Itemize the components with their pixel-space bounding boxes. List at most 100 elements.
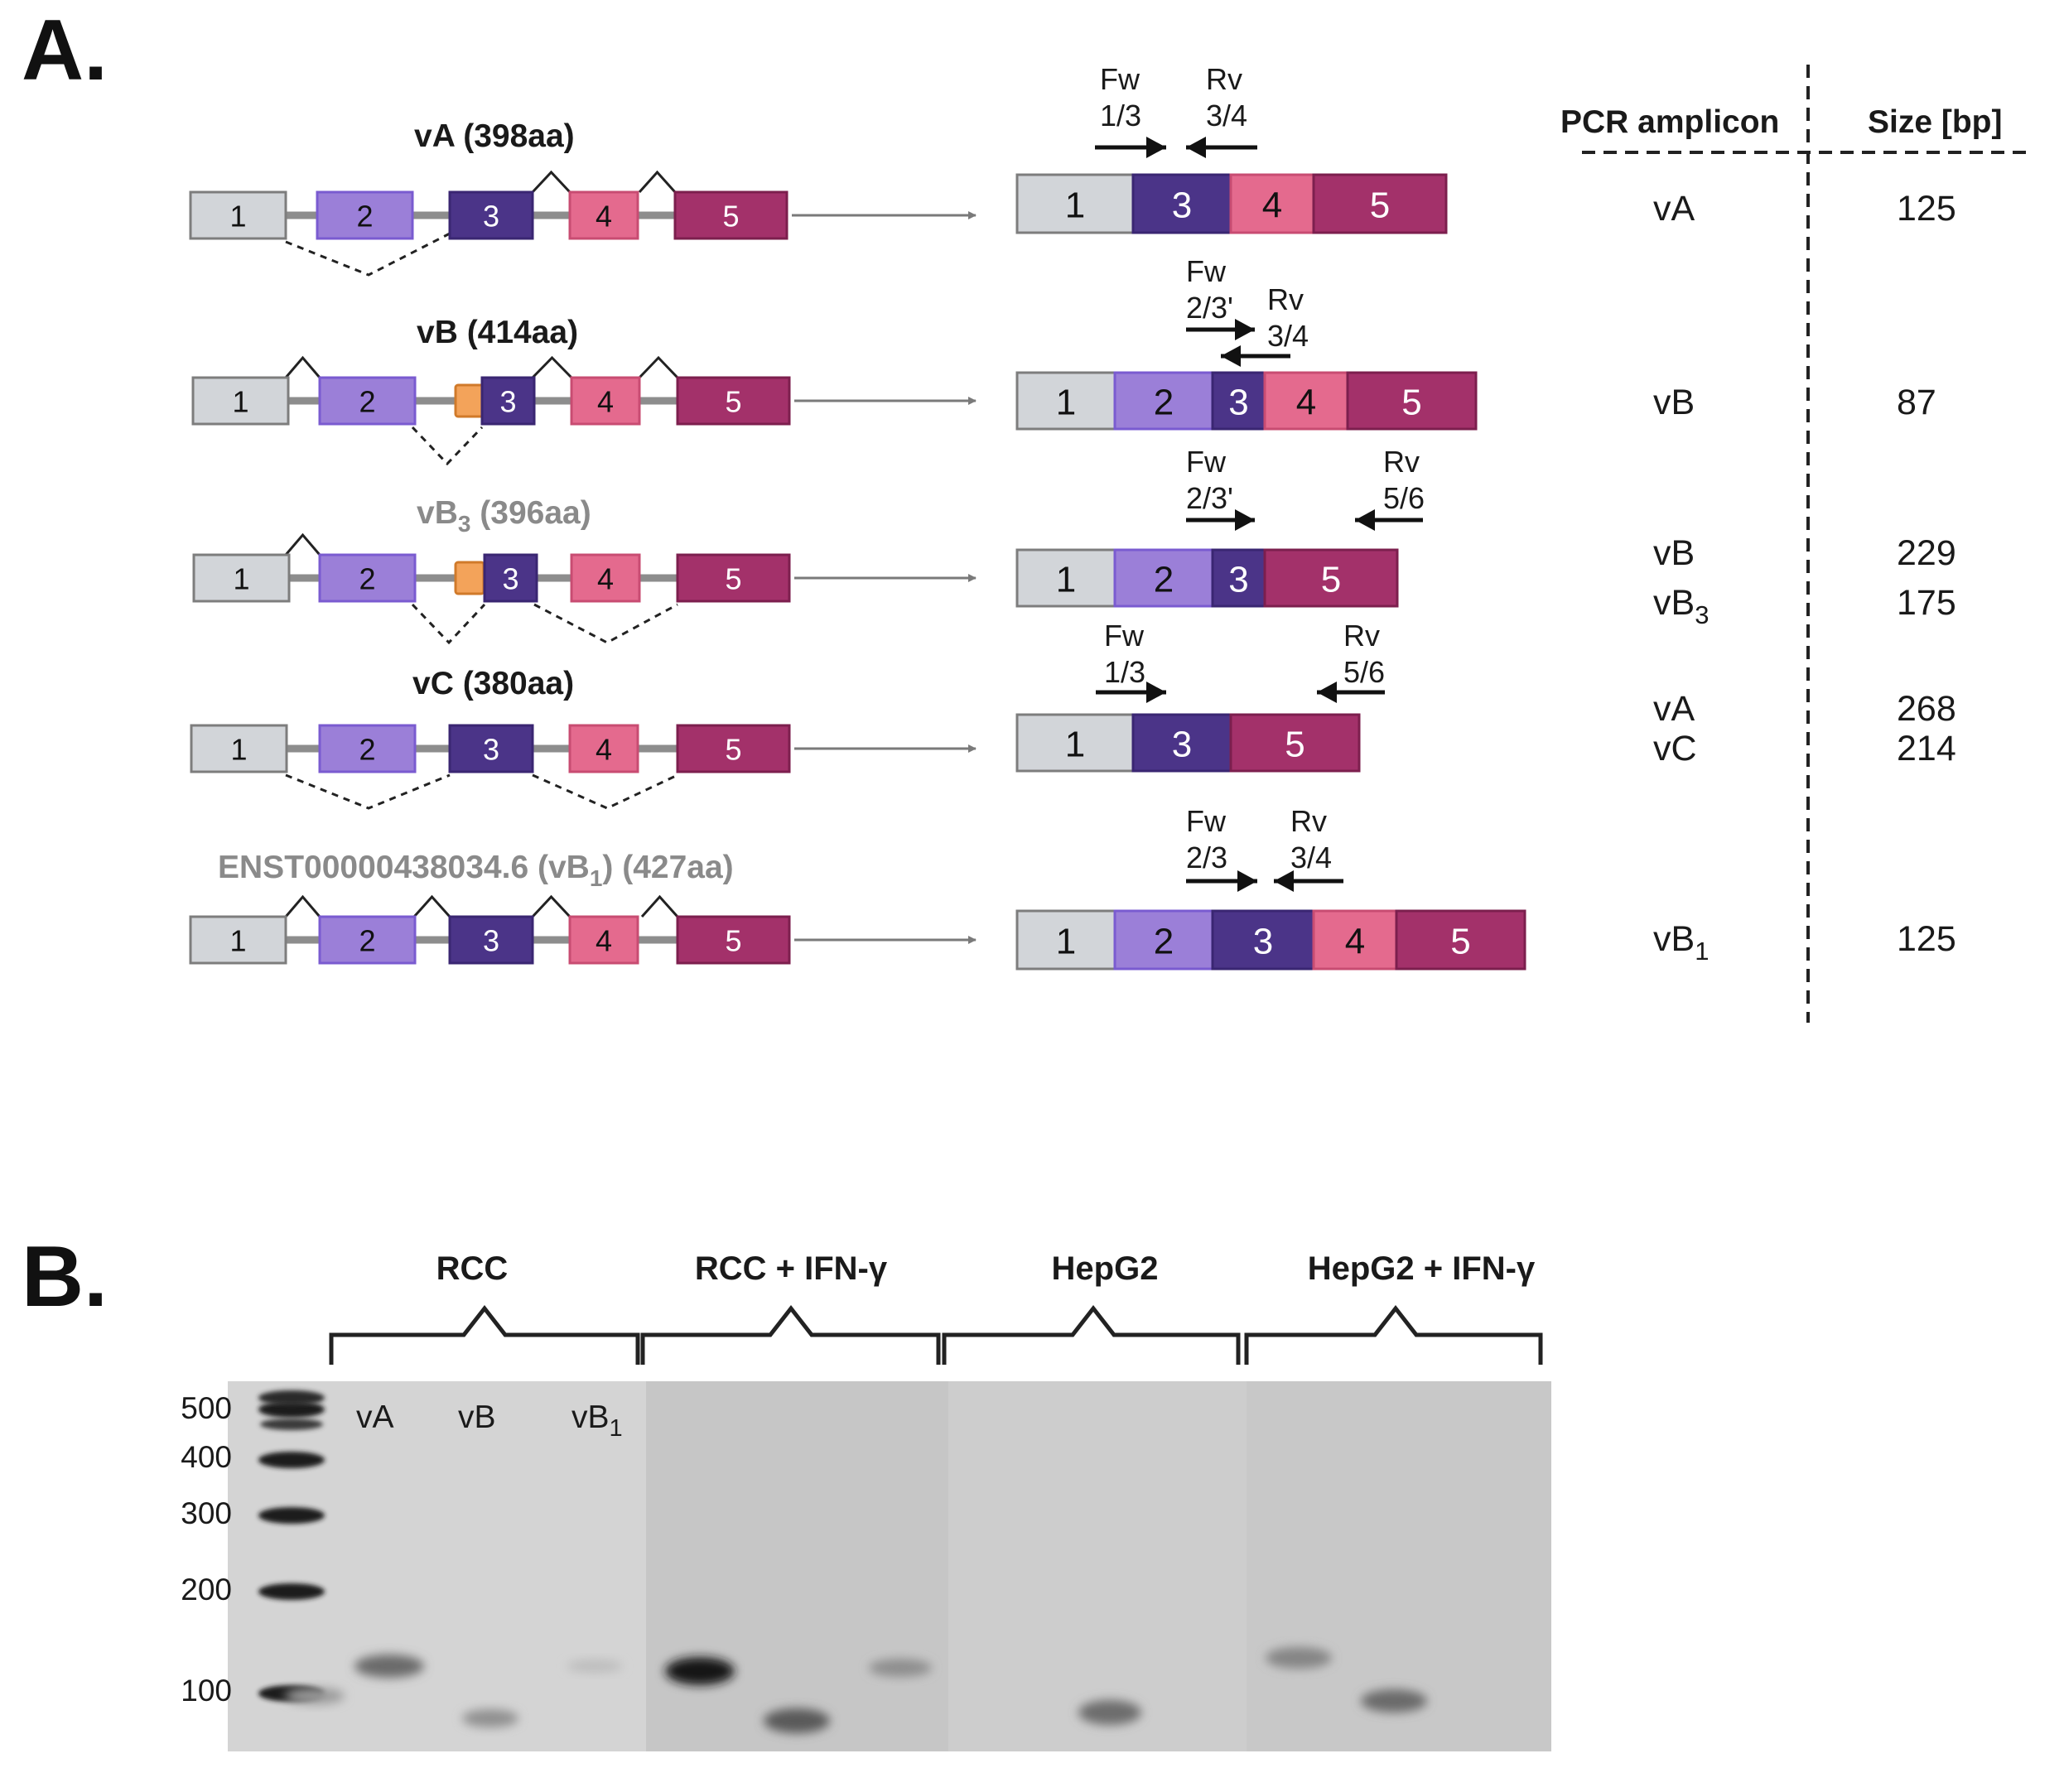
splice-junction-up [531,894,571,918]
forward-primer-3: Fw2/3' [1186,445,1255,531]
mrna-exon-5 [1346,371,1478,431]
mrna-exon-3-label: 3 [1228,560,1248,600]
exon-3-label: 3 [483,924,499,958]
gene-structure-3: 1 2 3 4 5 [192,532,977,645]
mrna-4: 1 3 5 [1015,713,1361,773]
splice-skip-dashed [285,232,451,277]
alternative-exon [454,561,485,595]
exon-1-label: 1 [232,385,248,419]
mrna-3: 1 2 3 5 [1015,548,1399,608]
primer-arrowhead [1274,870,1294,892]
mrna-exon-1-label: 1 [1056,922,1076,962]
exon-3 [448,190,534,240]
mrna-transcripts: 1 3 4 5 1 2 3 4 5 1 2 3 5 1 3 5 1 2 3 4 5 [1015,173,1526,971]
ladder-label: 200 [181,1573,232,1607]
mrna-exon-5-label: 5 [1401,383,1421,423]
lane-label-va: vA [356,1399,394,1435]
panel-b-letter: B. [22,1229,108,1325]
exon-4-label: 4 [596,200,612,234]
exon-1-label: 1 [230,733,247,767]
table-row: vB3 175 [1653,583,1956,629]
exon-4 [568,915,639,965]
mrna-exon-5-label: 5 [1370,185,1390,226]
table-row: vA 268 [1653,689,1956,729]
gel-band [665,1657,735,1685]
exon-3-label: 3 [502,562,518,596]
exon-4 [568,190,639,240]
mrna-5: 1 2 3 4 5 [1015,909,1526,971]
mrna-exon-3 [1131,173,1232,234]
mrna-exon-1 [1015,173,1135,234]
brace-rcc-ifn [640,1304,941,1365]
gene-structures: 1 2 3 4 5 1 2 3 4 5 1 2 3 4 5 1 2 3 4 5 1 2 3 4 5 [189,170,977,965]
mrna-exon-5 [1395,909,1526,971]
exon-4-label: 4 [597,385,614,419]
primer-junction: 1/3 [1104,655,1145,689]
exon-2-label: 2 [359,733,375,767]
table-row: vA 125 [1653,189,1956,229]
exon-3-label: 3 [483,200,499,234]
exon-1 [190,724,288,773]
mrna-exon-5-label: 5 [1450,922,1470,962]
primer-name: Fw [1186,445,1227,479]
mrna-exon-5-label: 5 [1321,560,1341,600]
reverse-primer-2: Rv3/4 [1221,282,1309,367]
gel-band [567,1660,623,1673]
primer-arrowhead [1317,682,1337,703]
splice-skip-dashed [533,603,678,644]
primer-junction: 3/4 [1206,99,1247,132]
ladder-label: 300 [181,1496,232,1530]
group-label-hepg2: HepG2 [1052,1250,1159,1287]
ladder-labels: 500 400 300 200 100 [181,1391,232,1708]
isoform-title-vb3: vB3 (396aa) [417,495,591,537]
isoform-title-vc: vC (380aa) [412,666,574,701]
primer-name: Fw [1104,619,1145,653]
primer-arrowhead [1186,137,1206,158]
primer-name: Rv [1290,804,1327,838]
gel-band [869,1659,932,1677]
ladder-band [258,1452,325,1468]
gene-structure-5: 1 2 3 4 5 [189,894,977,965]
exon-5-label: 5 [725,733,741,767]
exon-5 [676,376,791,426]
gel-band [285,1688,345,1704]
gel-band [1078,1700,1141,1725]
primer-junction: 5/6 [1343,655,1385,689]
panel-a-letter: A. [22,2,108,99]
table-cell-size: 125 [1897,919,1956,959]
table-cell-size: 268 [1897,689,1956,729]
mrna-exon-5 [1312,173,1448,234]
mrna-exon-5 [1229,713,1361,773]
splice-junction-up [284,355,321,378]
gel-bands [285,1647,1427,1733]
isoform-title-va: vA (398aa) [414,118,575,154]
mrna-exon-4 [1312,909,1398,971]
splice-skip-dashed [532,773,678,810]
primer-name: Rv [1206,62,1242,96]
reverse-primer-3: Rv5/6 [1355,445,1425,531]
table-cell-size: 229 [1897,533,1956,573]
splice-skip-dashed [411,426,484,466]
exon-2 [316,190,414,240]
gel-segment-hepg2 [948,1381,1247,1751]
exon-3 [448,724,534,773]
gene-structure-4: 1 2 3 4 5 [190,724,977,810]
mrna-exon-1-label: 1 [1056,383,1076,423]
mrna-exon-2-label: 2 [1154,560,1174,600]
exon-5-label: 5 [725,385,741,419]
exon-4-label: 4 [596,733,612,767]
group-label-rcc: RCC [436,1250,509,1287]
primer-arrowhead [1235,509,1255,531]
pcr-table-body: vA 125 vB 87 vB 229 vB3 175 vA 268 vC 214 vB1 125 [1653,189,1956,966]
exon-5 [673,190,788,240]
alternative-exon [454,383,485,418]
exon-4 [570,376,641,426]
mrna-2: 1 2 3 4 5 [1015,371,1478,431]
primer-name: Rv [1343,619,1380,653]
exon-2 [318,376,417,426]
splice-skip-dashed [411,603,486,645]
exon-2 [318,553,417,603]
forward-primer-2: Fw2/3' [1186,254,1255,340]
